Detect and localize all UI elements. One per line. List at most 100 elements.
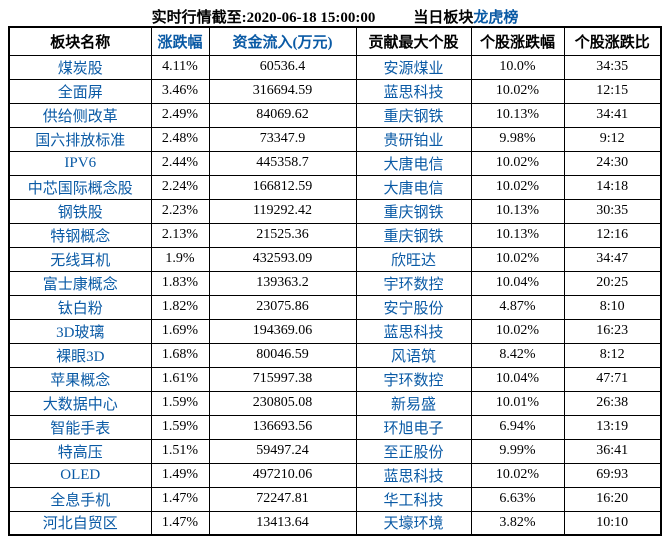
sector-name-link[interactable]: 钛白粉 <box>8 294 152 320</box>
stock-advance-ratio: 12:16 <box>563 222 662 248</box>
stock-advance-ratio: 10:10 <box>563 510 662 536</box>
column-header: 资金流入(万元) <box>208 26 357 56</box>
sector-change-percent: 2.48% <box>150 126 210 152</box>
stock-name-link[interactable]: 宇环数控 <box>355 366 472 392</box>
sector-name-link[interactable]: 中芯国际概念股 <box>8 174 152 200</box>
sector-name-link[interactable]: 煤炭股 <box>8 54 152 80</box>
stock-change-percent: 4.87% <box>470 294 565 320</box>
sector-change-percent: 1.61% <box>150 366 210 392</box>
table-row: 中芯国际概念股 2.24% 166812.59 大唐电信 10.02% 14:18 <box>8 174 662 200</box>
sector-change-percent: 1.47% <box>150 486 210 512</box>
table-row: 钢铁股 2.23% 119292.42 重庆钢铁 10.13% 30:35 <box>8 198 662 224</box>
sector-change-percent: 3.46% <box>150 78 210 104</box>
stock-name-link[interactable]: 至正股份 <box>355 438 472 464</box>
sector-name-link[interactable]: 河北自贸区 <box>8 510 152 536</box>
column-header: 个股涨跌比 <box>563 26 662 56</box>
stock-name-link[interactable]: 蓝思科技 <box>355 78 472 104</box>
sector-name-link[interactable]: 全息手机 <box>8 486 152 512</box>
column-header: 涨跌幅 <box>150 26 210 56</box>
sector-name-link[interactable]: 无线耳机 <box>8 246 152 272</box>
stock-change-percent: 10.13% <box>470 198 565 224</box>
stock-name-link[interactable]: 贵研铂业 <box>355 126 472 152</box>
capital-inflow-value: 13413.64 <box>208 510 357 536</box>
stock-change-percent: 10.13% <box>470 102 565 128</box>
stock-advance-ratio: 34:35 <box>563 54 662 80</box>
stock-advance-ratio: 9:12 <box>563 126 662 152</box>
sector-name-link[interactable]: 智能手表 <box>8 414 152 440</box>
table-row: 钛白粉 1.82% 23075.86 安宁股份 4.87% 8:10 <box>8 294 662 320</box>
stock-name-link[interactable]: 新易盛 <box>355 390 472 416</box>
stock-change-percent: 10.02% <box>470 318 565 344</box>
stock-advance-ratio: 47:71 <box>563 366 662 392</box>
stock-change-percent: 10.0% <box>470 54 565 80</box>
capital-inflow-value: 194369.06 <box>208 318 357 344</box>
sector-change-percent: 2.23% <box>150 198 210 224</box>
sector-name-link[interactable]: 富士康概念 <box>8 270 152 296</box>
table-row: 供给侧改革 2.49% 84069.62 重庆钢铁 10.13% 34:41 <box>8 102 662 128</box>
table-header-row: 板块名称 涨跌幅 资金流入(万元) 贡献最大个股 个股涨跌幅 个股涨跌比 <box>8 26 662 56</box>
table-row: 富士康概念 1.83% 139363.2 宇环数控 10.04% 20:25 <box>8 270 662 296</box>
stock-name-link[interactable]: 安宁股份 <box>355 294 472 320</box>
stock-name-link[interactable]: 宇环数控 <box>355 270 472 296</box>
sector-name-link[interactable]: IPV6 <box>8 150 152 176</box>
table-row: 特高压 1.51% 59497.24 至正股份 9.99% 36:41 <box>8 438 662 464</box>
stock-advance-ratio: 34:41 <box>563 102 662 128</box>
capital-inflow-value: 166812.59 <box>208 174 357 200</box>
stock-advance-ratio: 13:19 <box>563 414 662 440</box>
stock-change-percent: 6.94% <box>470 414 565 440</box>
stock-name-link[interactable]: 华工科技 <box>355 486 472 512</box>
table-row: 无线耳机 1.9% 432593.09 欣旺达 10.02% 34:47 <box>8 246 662 272</box>
stock-advance-ratio: 30:35 <box>563 198 662 224</box>
stock-change-percent: 10.02% <box>470 78 565 104</box>
dragon-tiger-board-link[interactable]: 龙虎榜 <box>473 10 519 26</box>
capital-inflow-value: 21525.36 <box>208 222 357 248</box>
capital-inflow-value: 230805.08 <box>208 390 357 416</box>
stock-advance-ratio: 8:10 <box>563 294 662 320</box>
sector-change-percent: 1.68% <box>150 342 210 368</box>
stock-advance-ratio: 20:25 <box>563 270 662 296</box>
stock-advance-ratio: 12:15 <box>563 78 662 104</box>
sector-change-percent: 1.9% <box>150 246 210 272</box>
sector-name-link[interactable]: OLED <box>8 462 152 488</box>
capital-inflow-value: 715997.38 <box>208 366 357 392</box>
stock-name-link[interactable]: 蓝思科技 <box>355 318 472 344</box>
sector-name-link[interactable]: 苹果概念 <box>8 366 152 392</box>
stock-name-link[interactable]: 安源煤业 <box>355 54 472 80</box>
sector-name-link[interactable]: 大数据中心 <box>8 390 152 416</box>
capital-inflow-value: 136693.56 <box>208 414 357 440</box>
column-header: 贡献最大个股 <box>355 26 472 56</box>
capital-inflow-value: 84069.62 <box>208 102 357 128</box>
stock-name-link[interactable]: 重庆钢铁 <box>355 222 472 248</box>
stock-name-link[interactable]: 重庆钢铁 <box>355 102 472 128</box>
sector-name-link[interactable]: 供给侧改革 <box>8 102 152 128</box>
sector-change-percent: 2.44% <box>150 150 210 176</box>
stock-name-link[interactable]: 天壕环境 <box>355 510 472 536</box>
stock-name-link[interactable]: 大唐电信 <box>355 150 472 176</box>
capital-inflow-value: 497210.06 <box>208 462 357 488</box>
table-row: 苹果概念 1.61% 715997.38 宇环数控 10.04% 47:71 <box>8 366 662 392</box>
sector-change-percent: 4.11% <box>150 54 210 80</box>
stock-name-link[interactable]: 蓝思科技 <box>355 462 472 488</box>
sector-name-link[interactable]: 钢铁股 <box>8 198 152 224</box>
sector-name-link[interactable]: 特钢概念 <box>8 222 152 248</box>
sector-change-percent: 2.13% <box>150 222 210 248</box>
table-row: 煤炭股 4.11% 60536.4 安源煤业 10.0% 34:35 <box>8 54 662 80</box>
stock-name-link[interactable]: 重庆钢铁 <box>355 198 472 224</box>
stock-change-percent: 3.82% <box>470 510 565 536</box>
sector-change-percent: 1.83% <box>150 270 210 296</box>
sector-name-link[interactable]: 裸眼3D <box>8 342 152 368</box>
sector-name-link[interactable]: 3D玻璃 <box>8 318 152 344</box>
sector-change-percent: 1.47% <box>150 510 210 536</box>
stock-name-link[interactable]: 大唐电信 <box>355 174 472 200</box>
stock-name-link[interactable]: 欣旺达 <box>355 246 472 272</box>
stock-change-percent: 10.02% <box>470 246 565 272</box>
sector-name-link[interactable]: 全面屏 <box>8 78 152 104</box>
stock-change-percent: 8.42% <box>470 342 565 368</box>
sector-name-link[interactable]: 国六排放标准 <box>8 126 152 152</box>
stock-name-link[interactable]: 风语筑 <box>355 342 472 368</box>
stock-advance-ratio: 36:41 <box>563 438 662 464</box>
sector-name-link[interactable]: 特高压 <box>8 438 152 464</box>
stock-name-link[interactable]: 环旭电子 <box>355 414 472 440</box>
table-row: 裸眼3D 1.68% 80046.59 风语筑 8.42% 8:12 <box>8 342 662 368</box>
table-row: 3D玻璃 1.69% 194369.06 蓝思科技 10.02% 16:23 <box>8 318 662 344</box>
